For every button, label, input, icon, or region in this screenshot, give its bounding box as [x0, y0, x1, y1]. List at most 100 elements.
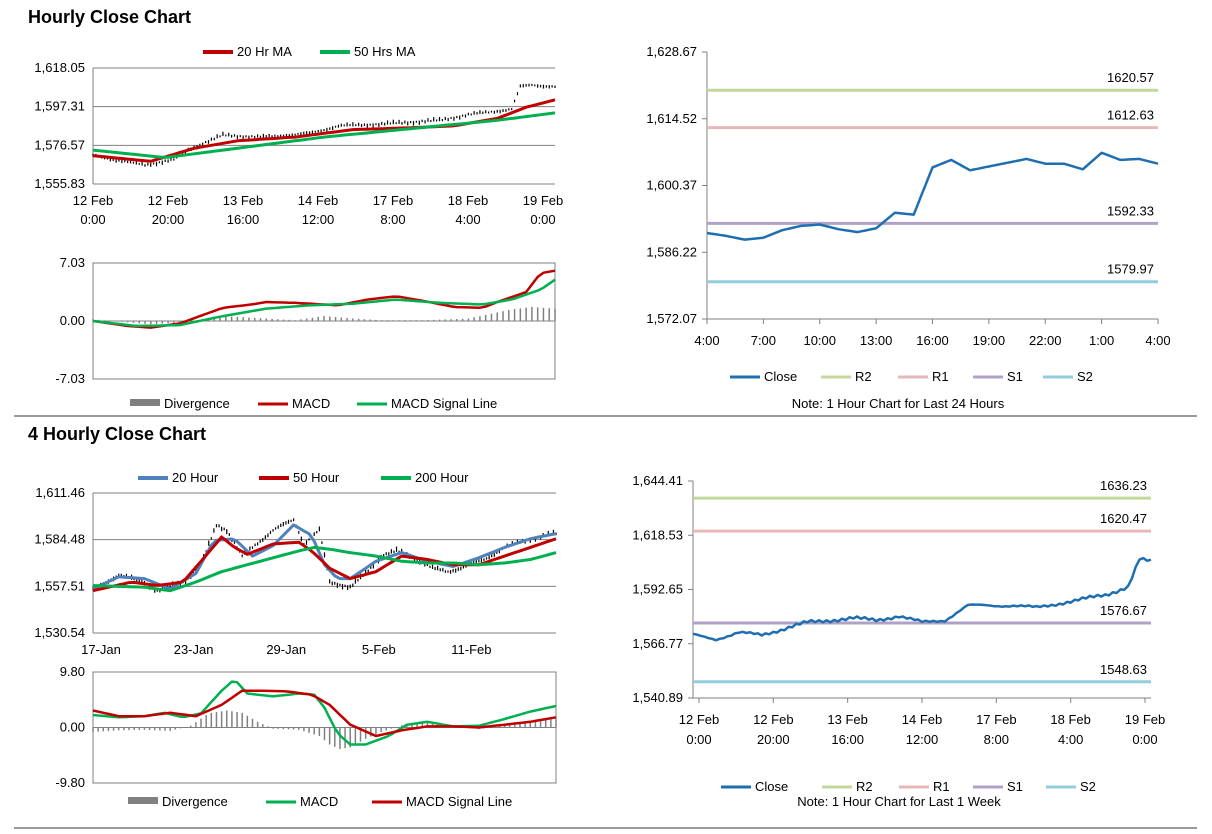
four-hour-pivot-x-tick-label: 4:00	[1058, 732, 1083, 747]
hourly-ma-y-tick-label: 1,618.05	[34, 60, 85, 75]
four-hour-pivot-y-tick-label: 1,566.77	[632, 636, 683, 651]
hourly-ma-x-tick-label: 14 Feb	[298, 193, 338, 208]
hourly-macd-series-line	[92, 278, 556, 328]
hourly-pivot-y-tick-label: 1,572.07	[646, 311, 697, 326]
hourly-pivot-x-tick-label: 4:00	[694, 333, 719, 348]
hourly-pivot-level-label-r1: 1612.63	[1107, 108, 1154, 123]
four-hour-ma-x-tick-label: 17-Jan	[81, 642, 121, 657]
hourly-pivot-legend-item-label: Close	[764, 369, 797, 384]
four-hour-pivot-x-tick-label: 19 Feb	[1125, 712, 1165, 727]
four-hour-pivot-y-tick-label: 1,618.53	[632, 527, 683, 542]
hourly-pivot-x-tick-label: 7:00	[751, 333, 776, 348]
hourly-macd-y-tick-label: 7.03	[60, 255, 85, 270]
hourly-ma-x-tick-label: 4:00	[455, 212, 480, 227]
section-divider	[14, 415, 1197, 417]
four-hour-macd-legend-item-swatch	[128, 797, 158, 804]
four-hour-macd-y-tick-label: 9.80	[60, 664, 85, 679]
four-hour-pivot-legend-item-label: S1	[1007, 779, 1023, 794]
four-hour-pivot-x-tick-label: 16:00	[831, 732, 864, 747]
hourly-pivot-x-tick-label: 19:00	[973, 333, 1006, 348]
hourly-macd-y-tick-label: -7.03	[55, 371, 85, 386]
hourly-pivot-legend-item-label: S1	[1007, 369, 1023, 384]
four-hour-ma-x-tick-label: 29-Jan	[266, 642, 306, 657]
four-hour-macd-legend-item-label: MACD Signal Line	[406, 794, 512, 809]
hourly-pivot-level-label-s1: 1592.33	[1107, 203, 1154, 218]
four-hour-ma-x-tick-label: 23-Jan	[174, 642, 214, 657]
hourly-pivot-y-tick-label: 1,600.37	[646, 178, 697, 193]
hourly-ma-series-line	[92, 111, 556, 159]
four-hour-macd-series-line	[92, 680, 557, 746]
hourly-ma-x-tick-label: 12 Feb	[148, 193, 188, 208]
hourly-ma-x-tick-label: 0:00	[530, 212, 555, 227]
hourly-pivot-x-tick-label: 22:00	[1029, 333, 1062, 348]
hourly-pivot-y-tick-label: 1,614.52	[646, 111, 697, 126]
hourly-pivot-level-label-s2: 1579.97	[1107, 262, 1154, 277]
four-hour-ma-y-tick-label: 1,584.48	[34, 532, 85, 547]
four-hour-pivot-legend-item-label: S2	[1080, 779, 1096, 794]
hourly-macd-legend-item-label: Divergence	[164, 396, 230, 411]
four-hour-pivot-legend-item-label: Close	[755, 779, 788, 794]
four-hour-pivot-x-tick-label: 12 Feb	[753, 712, 793, 727]
hourly-ma-x-tick-label: 19 Feb	[523, 193, 563, 208]
four-hour-ma-legend-item-label: 200 Hour	[415, 470, 469, 485]
hourly-pivot-y-tick-label: 1,628.67	[646, 44, 697, 59]
four-hour-pivot-x-tick-label: 0:00	[1132, 732, 1157, 747]
hourly-ma-x-tick-label: 8:00	[380, 212, 405, 227]
four-hour-pivot-close-line	[692, 556, 1152, 642]
four-hour-ma-x-tick-label: 5-Feb	[362, 642, 396, 657]
four-hour-pivot-x-tick-label: 12:00	[906, 732, 939, 747]
hourly-pivot-x-tick-label: 16:00	[916, 333, 949, 348]
four-hour-ma-legend-item-label: 20 Hour	[172, 470, 219, 485]
hourly-macd-legend-item-swatch	[130, 399, 160, 406]
hourly-pivot-note: Note: 1 Hour Chart for Last 24 Hours	[792, 396, 1005, 411]
four-hour-pivot-legend-item-label: R1	[933, 779, 950, 794]
four-hour-pivot-level-label-r2: 1636.23	[1100, 478, 1147, 493]
hourly-pivot-close-line	[706, 151, 1159, 241]
four-hour-ma-y-tick-label: 1,611.46	[35, 485, 85, 500]
hourly-ma-x-tick-label: 13 Feb	[223, 193, 263, 208]
four-hour-macd-y-tick-label: -9.80	[55, 775, 85, 790]
hourly-pivot-x-tick-label: 1:00	[1089, 333, 1114, 348]
four-hour-pivot-x-tick-label: 13 Feb	[827, 712, 867, 727]
bottom-divider	[14, 827, 1197, 829]
four-hour-pivot-x-tick-label: 14 Feb	[902, 712, 942, 727]
four-hour-pivot-x-tick-label: 12 Feb	[679, 712, 719, 727]
four-hour-ma-series-line	[92, 545, 557, 593]
hourly-ma-x-tick-label: 16:00	[227, 212, 260, 227]
four-hour-ma-x-tick-label: 11-Feb	[451, 642, 491, 657]
four-hour-pivot-level-label-r1: 1620.47	[1100, 511, 1147, 526]
four-hour-ma-y-tick-label: 1,557.51	[34, 578, 85, 593]
hourly-pivot-y-tick-label: 1,586.22	[646, 244, 697, 259]
hourly-ma-x-tick-label: 0:00	[80, 212, 105, 227]
hourly-pivot-x-tick-label: 10:00	[803, 333, 836, 348]
hourly-ma-x-tick-label: 12 Feb	[73, 193, 113, 208]
four-hour-ma-y-tick-label: 1,530.54	[34, 625, 85, 640]
four-hour-pivot-note: Note: 1 Hour Chart for Last 1 Week	[797, 794, 1001, 809]
four-hour-pivot-x-tick-label: 8:00	[984, 732, 1009, 747]
hourly-ma-y-tick-label: 1,576.57	[34, 137, 85, 152]
four-hour-ma-legend-item-label: 50 Hour	[293, 470, 340, 485]
four-hour-macd-series-line	[92, 689, 557, 738]
hourly-ma-x-tick-label: 20:00	[152, 212, 185, 227]
four-hour-pivot-y-tick-label: 1,592.65	[632, 582, 683, 597]
hourly-pivot-x-tick-label: 13:00	[860, 333, 893, 348]
hourly-macd-legend-item-label: MACD Signal Line	[391, 396, 497, 411]
hourly-pivot-level-label-r2: 1620.57	[1107, 70, 1154, 85]
four-hour-pivot-y-tick-label: 1,644.41	[632, 473, 683, 488]
four-hour-pivot-x-tick-label: 0:00	[686, 732, 711, 747]
hourly-ma-x-tick-label: 17 Feb	[373, 193, 413, 208]
hourly-pivot-legend-item-label: S2	[1077, 369, 1093, 384]
hourly-macd-y-tick-label: 0.00	[60, 313, 85, 328]
four-hour-pivot-level-label-s2: 1548.63	[1100, 662, 1147, 677]
hourly-pivot-legend-item-label: R1	[932, 369, 949, 384]
four-hour-macd-legend-item-label: Divergence	[162, 794, 228, 809]
hourly-ma-x-tick-label: 18 Feb	[448, 193, 488, 208]
hourly-macd-legend-item-label: MACD	[292, 396, 330, 411]
four-hour-macd-y-tick-label: 0.00	[60, 720, 85, 735]
hourly-pivot-legend-item-label: R2	[855, 369, 872, 384]
hourly-ma-legend-item-label: 20 Hr MA	[237, 44, 292, 59]
hourly-ma-legend-item-label: 50 Hrs MA	[354, 44, 416, 59]
four-hour-pivot-x-tick-label: 17 Feb	[976, 712, 1016, 727]
hourly-section-title: Hourly Close Chart	[28, 7, 192, 27]
